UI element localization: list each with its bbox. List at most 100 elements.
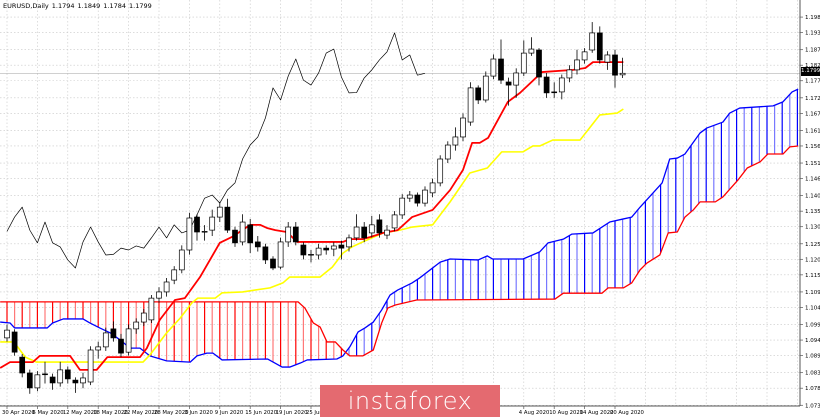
candle (323, 245, 330, 255)
senkou-span-a-line (0, 88, 799, 368)
y-tick-label: 1.1045 (805, 305, 820, 311)
candle (57, 361, 64, 387)
y-tick-label: 1.0990 (805, 323, 820, 329)
y-tick-label: 1.1250 (805, 242, 820, 248)
kijun-sen-line (0, 108, 624, 363)
candle (42, 361, 48, 384)
candle-body-bullish (399, 197, 406, 216)
y-tick-label: 1.0835 (805, 371, 820, 377)
candle (186, 212, 193, 255)
ohlc-high: 1.1849 (77, 2, 101, 10)
y-tick-label: 1.1355 (805, 209, 820, 215)
candle (437, 155, 444, 187)
candle-body-bullish (589, 32, 596, 51)
candle (194, 214, 200, 241)
y-tick-label: 1.1930 (805, 31, 820, 37)
candle (125, 324, 132, 356)
y-tick-label: 1.1460 (805, 177, 820, 183)
candle-body-bullish (277, 241, 284, 268)
candle (315, 243, 322, 260)
candle (308, 250, 314, 263)
candle (171, 266, 178, 285)
candle (4, 324, 10, 342)
candle-body-bearish (26, 372, 33, 389)
y-tick-label: 1.1095 (805, 290, 820, 296)
candle (34, 371, 41, 392)
candle-body-bearish (536, 49, 542, 78)
candle-body-bullish (452, 136, 459, 146)
candle-body-bullish (156, 291, 162, 299)
candle (346, 234, 352, 252)
candle-body-bearish (42, 373, 48, 376)
candle-body-bullish (437, 158, 444, 184)
ohlc-close: 1.1799 (129, 2, 152, 10)
x-tick-label: 4 Aug 2020 (519, 410, 550, 416)
candle (163, 277, 170, 297)
candle-body-bullish (308, 253, 314, 256)
candle (49, 373, 56, 390)
candle-body-bullish (133, 321, 140, 330)
candle-body-bullish (178, 249, 185, 271)
x-tick-label: 14 Aug 2020 (580, 410, 615, 416)
candle-body-bearish (19, 356, 26, 374)
candle-body-bullish (574, 59, 580, 71)
candle (262, 243, 269, 264)
ichimoku-lines (0, 32, 799, 371)
y-tick-label: 1.0940 (805, 338, 820, 344)
y-tick-label: 1.1720 (805, 96, 820, 102)
candle-body-bullish (528, 48, 535, 54)
candle (475, 85, 482, 105)
candle-body-bullish (581, 51, 588, 61)
candle-body-bullish (330, 245, 337, 250)
x-tick-label: 28 May 2020 (154, 410, 189, 416)
grid (0, 0, 800, 406)
candle-body-bullish (558, 77, 565, 93)
candle (95, 341, 102, 359)
candle-body-bullish (406, 194, 413, 199)
candles (4, 22, 626, 394)
candle (11, 329, 18, 356)
candle (444, 141, 451, 164)
candle (422, 186, 428, 207)
candle-body-bullish (4, 329, 10, 339)
candle (399, 194, 406, 219)
candle-body-bullish (460, 117, 466, 138)
x-tick-label: 20 Aug 2020 (610, 410, 645, 416)
y-tick-label: 1.0785 (805, 386, 820, 392)
x-tick-label: 18 May 2020 (93, 410, 128, 416)
candle-body-bullish (422, 189, 428, 204)
candle-body-bearish (551, 91, 558, 94)
candle-body-bearish (338, 244, 345, 249)
candle (589, 22, 596, 53)
candle-body-bearish (224, 206, 231, 231)
candle (156, 287, 162, 303)
symbol-timeframe: EURUSD,Daily (3, 2, 49, 10)
candle (391, 211, 398, 232)
candle (224, 198, 231, 233)
candle (338, 240, 345, 260)
candle (551, 82, 558, 98)
candle-body-bullish (125, 328, 132, 353)
candle-body-bearish (300, 244, 307, 256)
y-tick-label: 1.1670 (805, 111, 820, 117)
candle-body-bullish (140, 312, 147, 323)
y-tick-label: 1.1775 (805, 79, 820, 85)
candle-body-bullish (482, 75, 489, 101)
candle-body-bearish (498, 58, 504, 81)
candle-body-bearish (543, 76, 550, 94)
candle (64, 366, 71, 384)
candle (270, 256, 276, 271)
x-tick-label: 10 Aug 2020 (549, 410, 584, 416)
candle (239, 214, 246, 246)
candle-body-bearish (247, 224, 254, 244)
y-tick-label: 1.1405 (805, 194, 820, 200)
candle (581, 48, 588, 64)
candle (26, 369, 33, 394)
candle-body-bullish (102, 332, 109, 348)
candle-body-bearish (232, 229, 238, 244)
y-tick-label: 1.1510 (805, 161, 820, 167)
candle (216, 201, 223, 223)
candle (72, 377, 79, 393)
